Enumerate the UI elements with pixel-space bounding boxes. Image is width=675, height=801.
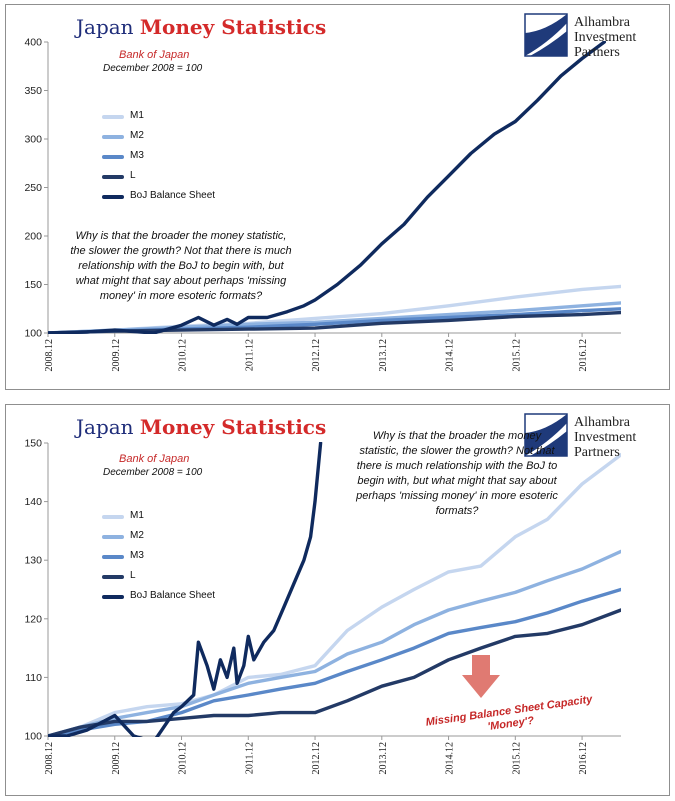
chart-source: Bank of Japan bbox=[119, 453, 190, 465]
series-line-boj-balance-sheet bbox=[48, 41, 606, 334]
x-tick-label: 2016.12 bbox=[578, 742, 589, 775]
x-tick-label: 2010.12 bbox=[178, 339, 189, 372]
x-tick-label: 2011.12 bbox=[244, 742, 255, 774]
y-tick-label: 400 bbox=[24, 37, 42, 49]
logo-mark-icon bbox=[524, 413, 568, 457]
chart-bottom-svg: 100 110 120 130 140 150 2008.12 2009.12 2010.12 2… bbox=[24, 438, 621, 775]
y-tick-label: 250 bbox=[24, 182, 42, 194]
x-tick-label: 2008.12 bbox=[44, 742, 55, 775]
y-tick-label: 130 bbox=[24, 555, 42, 567]
y-tick-label: 100 bbox=[24, 731, 42, 743]
x-tick-label: 2013.12 bbox=[378, 742, 389, 775]
chart-note: Why is that the broader the money statis… bbox=[356, 430, 558, 517]
y-tick-label: 300 bbox=[24, 134, 42, 146]
y-tick-label: 150 bbox=[24, 279, 42, 291]
down-arrow-icon bbox=[462, 655, 500, 698]
alhambra-logo: Alhambra Investment Partners bbox=[524, 413, 669, 465]
x-tick-label: 2009.12 bbox=[111, 339, 122, 372]
y-tick-label: 140 bbox=[24, 496, 42, 508]
x-tick-label: 2012.12 bbox=[311, 339, 322, 372]
x-tick-label: 2015.12 bbox=[511, 339, 522, 372]
chart-title: Japan Money Statistics bbox=[76, 15, 327, 39]
chart-basis: December 2008 = 100 bbox=[103, 63, 203, 74]
logo-text: Alhambra Investment Partners bbox=[574, 15, 637, 60]
chart-panel-top: 100 150 200 250 300 350 400 2008.12 2009.12 2010.… bbox=[5, 4, 670, 390]
series-line-m1 bbox=[48, 453, 621, 737]
chart-basis: December 2008 = 100 bbox=[103, 467, 203, 478]
y-tick-label: 100 bbox=[24, 328, 42, 340]
chart-title: Japan Money Statistics bbox=[76, 415, 327, 439]
y-tick-label: 200 bbox=[24, 231, 42, 243]
y-tick-label: 150 bbox=[24, 438, 42, 450]
x-tick-label: 2012.12 bbox=[311, 742, 322, 775]
chart-note: Why is that the broader the money statis… bbox=[70, 230, 292, 302]
y-tick-label: 110 bbox=[25, 672, 42, 684]
y-tick-label: 350 bbox=[24, 85, 42, 97]
chart-top-svg: 100 150 200 250 300 350 400 2008.12 2009.12 2010.… bbox=[24, 37, 621, 372]
series-line-l bbox=[48, 310, 621, 334]
logo-text: Alhambra Investment Partners bbox=[574, 415, 637, 460]
x-tick-label: 2010.12 bbox=[178, 742, 189, 775]
alhambra-logo: Alhambra Investment Partners bbox=[524, 13, 669, 65]
series-line-boj-balance-sheet bbox=[48, 442, 323, 737]
x-tick-label: 2014.12 bbox=[445, 339, 456, 372]
x-tick-label: 2016.12 bbox=[578, 339, 589, 372]
x-tick-label: 2011.12 bbox=[244, 339, 255, 371]
x-tick-label: 2013.12 bbox=[378, 339, 389, 372]
series-line-m2 bbox=[48, 549, 621, 737]
logo-mark-icon bbox=[524, 13, 568, 57]
chart-source: Bank of Japan bbox=[119, 49, 190, 61]
x-tick-label: 2014.12 bbox=[445, 742, 456, 775]
x-tick-label: 2009.12 bbox=[111, 742, 122, 775]
chart-panel-bottom: 100 110 120 130 140 150 2008.12 2009.12 2010.12 2… bbox=[5, 404, 670, 796]
x-tick-label: 2008.12 bbox=[44, 339, 55, 372]
y-tick-label: 120 bbox=[24, 613, 42, 625]
series-line-l bbox=[48, 608, 621, 737]
x-tick-label: 2015.12 bbox=[511, 742, 522, 775]
